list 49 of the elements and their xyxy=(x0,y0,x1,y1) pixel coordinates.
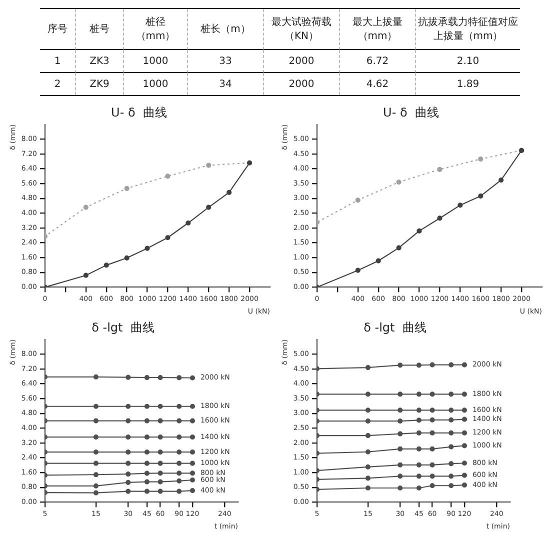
text: 序号 xyxy=(40,9,76,50)
point xyxy=(144,246,150,251)
point xyxy=(396,245,402,250)
text: 2.10 xyxy=(416,50,520,73)
point xyxy=(437,166,442,172)
text: 1000 xyxy=(124,73,188,95)
text: 桩径（mm） xyxy=(124,9,188,50)
point xyxy=(206,204,212,210)
point xyxy=(186,220,191,226)
point xyxy=(355,198,360,203)
text: 桩号 xyxy=(76,9,124,50)
point xyxy=(478,193,484,199)
text: 2 xyxy=(40,73,76,95)
chart-title: U- δ 曲线 xyxy=(111,105,167,120)
chart-title: δ -lgt 曲线 xyxy=(92,320,154,334)
point xyxy=(104,262,109,268)
point xyxy=(376,258,381,264)
point xyxy=(396,180,402,185)
point xyxy=(83,204,88,210)
point xyxy=(124,255,130,261)
point xyxy=(498,178,504,183)
point xyxy=(124,186,130,191)
text: ZK3 xyxy=(76,50,124,73)
point xyxy=(355,268,360,273)
text: 2000 xyxy=(264,73,340,95)
point xyxy=(206,162,212,168)
point xyxy=(83,272,88,278)
point xyxy=(165,235,170,240)
point xyxy=(437,216,442,221)
point xyxy=(458,202,463,208)
point xyxy=(165,174,170,179)
text: 6.72 xyxy=(340,50,416,73)
text: ZK9 xyxy=(76,73,124,95)
text: 抗拔承载力特征值对应上拔量（mm） xyxy=(416,9,520,50)
text: 最大试验荷载（KN） xyxy=(264,9,340,50)
point xyxy=(478,156,484,162)
text: 1000 xyxy=(124,50,188,73)
text: 1 xyxy=(40,50,76,73)
text: 34 xyxy=(188,73,264,95)
text: 2000 xyxy=(264,50,340,73)
chart-title: δ -lgt 曲线 xyxy=(364,320,426,334)
text: 1.89 xyxy=(456,78,480,92)
chart-title: U- δ 曲线 xyxy=(383,105,439,120)
point xyxy=(416,228,422,234)
text: 4.62 xyxy=(340,73,416,95)
text: 最大上拔量（mm） xyxy=(340,9,416,50)
text: 33 xyxy=(188,50,264,73)
point xyxy=(226,190,232,196)
text: 桩长（m） xyxy=(188,9,264,50)
